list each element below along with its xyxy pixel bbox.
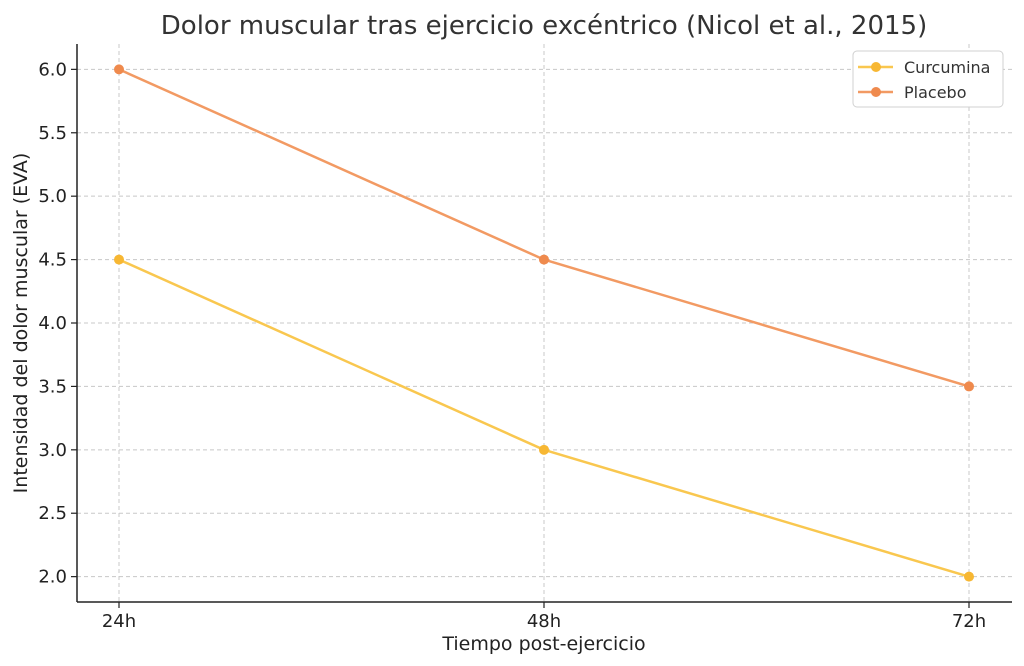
- y-axis-label: Intensidad del dolor muscular (EVA): [10, 153, 32, 494]
- x-tick-label: 72h: [952, 611, 986, 632]
- y-tick-label: 3.0: [38, 440, 67, 461]
- data-point-placebo: [964, 381, 974, 392]
- y-tick-label: 6.0: [38, 59, 67, 80]
- x-tick-label: 48h: [527, 611, 561, 632]
- data-point-placebo: [114, 64, 124, 75]
- chart-title: Dolor muscular tras ejercicio excéntrico…: [161, 11, 927, 41]
- legend-marker-placebo: [871, 87, 881, 97]
- y-tick-label: 3.5: [38, 376, 67, 397]
- y-tick-label: 5.5: [38, 123, 67, 144]
- y-tick-label: 4.0: [38, 313, 67, 334]
- y-tick-label: 4.5: [38, 250, 67, 271]
- legend-label-curcumina: Curcumina: [904, 58, 990, 77]
- tick-layer: 2.0 2.5 3.0 3.5 4.0 4.5 5.0 5.5 6.0 24h 48h 72h: [38, 59, 986, 632]
- x-axis-label: Tiempo post-ejercicio: [441, 633, 645, 655]
- data-point-curcumina: [114, 254, 124, 265]
- y-tick-label: 2.5: [38, 503, 67, 524]
- data-point-curcumina: [539, 444, 549, 455]
- legend: Curcumina Placebo: [852, 50, 1004, 108]
- legend-marker-curcumina: [871, 62, 881, 72]
- y-tick-label: 5.0: [38, 186, 67, 207]
- y-tick-label: 2.0: [38, 567, 67, 588]
- series-layer: [114, 64, 974, 582]
- data-point-placebo: [539, 254, 549, 265]
- x-tick-label: 24h: [102, 611, 136, 632]
- grid-layer: [77, 44, 1012, 602]
- legend-label-placebo: Placebo: [904, 83, 966, 102]
- data-point-curcumina: [964, 571, 974, 582]
